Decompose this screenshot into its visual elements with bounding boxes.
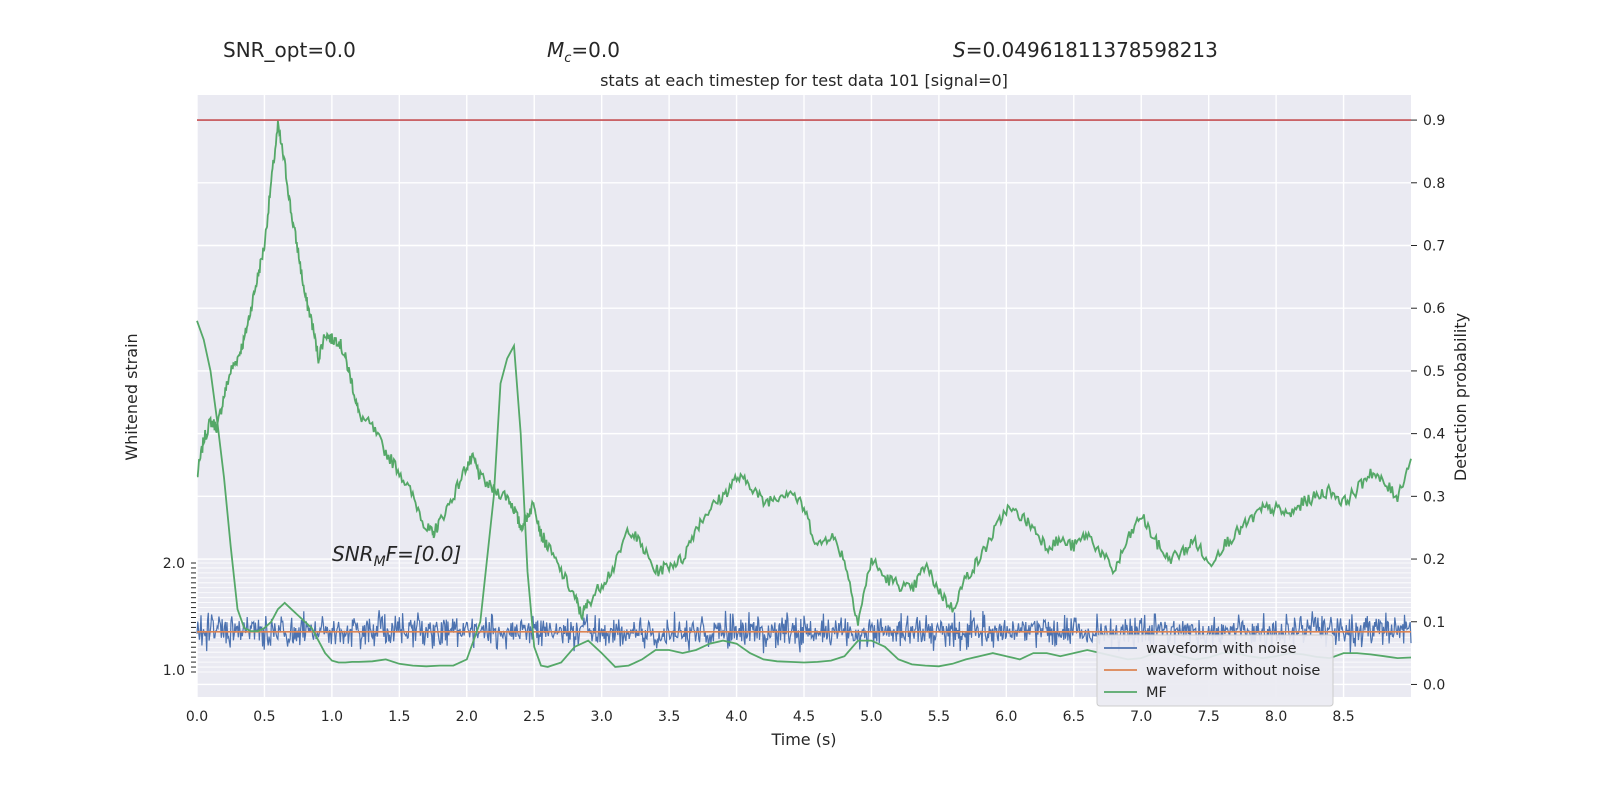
grid (196, 95, 1411, 697)
legend: waveform with noise waveform without noi… (1096, 634, 1334, 707)
x-tick-label: 3.0 (591, 709, 613, 725)
strain-tick-top: 2.0 (163, 556, 185, 572)
strain-tick-bottom: 1.0 (163, 663, 185, 679)
s-stat-value: =0.04961811378598213 (965, 38, 1218, 62)
chirp-mass-symbol: M (547, 38, 565, 62)
s-stat-label: S=0.04961811378598213 (953, 38, 1218, 62)
x-tick-label: 0.5 (253, 709, 275, 725)
x-tick-label: 0.0 (186, 709, 208, 725)
chart-title: stats at each timestep for test data 101… (600, 71, 1008, 90)
x-tick-label: 6.0 (995, 709, 1017, 725)
snr-opt-label: SNR_opt=0.0 (223, 38, 356, 62)
snr-mf-sub: M (374, 554, 386, 570)
x-tick-label: 6.5 (1063, 709, 1085, 725)
y-tick-label: 0.9 (1423, 113, 1445, 129)
y-axis-label-right: Detection probability (1451, 313, 1470, 481)
y-tick-label: 0.4 (1423, 427, 1445, 443)
legend-label-mf: MF (1146, 685, 1167, 701)
y-tick-label: 0.8 (1423, 176, 1445, 192)
x-tick-label: 1.0 (321, 709, 343, 725)
x-tick-label: 7.5 (1198, 709, 1220, 725)
legend-label-noise: waveform with noise (1146, 641, 1297, 657)
y-tick-label: 0.5 (1423, 364, 1445, 380)
y-tick-label: 0.6 (1423, 301, 1445, 317)
noise-waveform (196, 610, 1412, 654)
snr-mf-rest: F=[0.0] (386, 542, 462, 566)
legend-box (1096, 634, 1334, 707)
y-ticks-right: 0.0 0.1 0.2 0.3 0.4 0.5 0.6 0.7 0.8 0.9 (1411, 113, 1445, 693)
chirp-mass-subscript: c (564, 51, 572, 66)
y-axis-label-left: Whitened strain (122, 333, 141, 460)
x-ticks: 0.0 0.5 1.0 1.5 2.0 2.5 3.0 3.5 4.0 4.5 5.0 5.5 6.0 6… (186, 709, 1355, 725)
y-tick-label: 0.0 (1423, 677, 1445, 693)
x-tick-label: 5.0 (860, 709, 882, 725)
detection-probability-line (196, 120, 1412, 626)
x-tick-label: 2.0 (456, 709, 478, 725)
x-tick-label: 7.0 (1130, 709, 1152, 725)
x-tick-label: 5.5 (928, 709, 950, 725)
chirp-mass-value: =0.0 (571, 38, 620, 62)
y-tick-label: 0.1 (1423, 615, 1445, 631)
y-tick-label: 0.2 (1423, 552, 1445, 568)
legend-label-clean: waveform without noise (1146, 663, 1320, 679)
y-tick-label: 0.3 (1423, 489, 1445, 505)
x-tick-label: 4.0 (725, 709, 747, 725)
x-tick-label: 3.5 (658, 709, 680, 725)
x-tick-label: 1.5 (388, 709, 410, 725)
y-ticks-left: 2.0 1.0 (163, 556, 196, 679)
chirp-mass-label: Mc=0.0 (547, 38, 620, 66)
snr-mf-main: SNR (332, 542, 374, 566)
x-axis-label: Time (s) (770, 730, 836, 749)
x-tick-label: 8.0 (1265, 709, 1287, 725)
noise-waveform-line (196, 610, 1412, 654)
x-tick-label: 4.5 (793, 709, 815, 725)
x-tick-label: 2.5 (523, 709, 545, 725)
y-tick-label: 0.7 (1423, 239, 1445, 255)
snr-mf-annotation: SNRMF=[0.0] (332, 542, 461, 570)
x-tick-label: 8.5 (1332, 709, 1354, 725)
s-stat-symbol: S (953, 38, 966, 62)
detection-probability-group (196, 120, 1412, 626)
